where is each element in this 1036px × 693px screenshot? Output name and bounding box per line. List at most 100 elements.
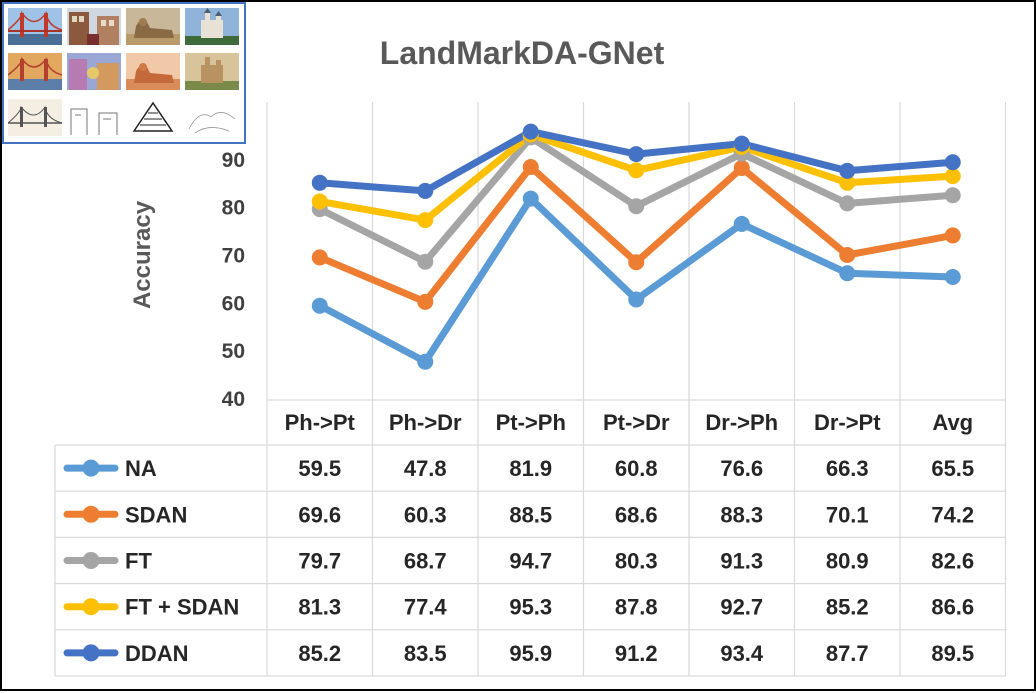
data-label: 85.2 (298, 641, 341, 666)
category-label-ph-pt: Ph->Pt (285, 410, 356, 435)
data-label: 66.3 (826, 456, 869, 481)
data-point-sdan (628, 254, 645, 271)
y-tick-label: 70 (222, 245, 245, 268)
data-point-sdan (733, 159, 750, 176)
data-label: 74.2 (931, 502, 974, 527)
data-point-ft (944, 187, 961, 204)
data-label: 95.9 (509, 641, 552, 666)
painting-castle-image (185, 53, 239, 90)
data-point-sdan (311, 249, 328, 266)
data-label: 60.3 (404, 502, 447, 527)
data-label: 88.5 (509, 502, 552, 527)
drawing-bridge-image (8, 99, 62, 136)
legend-key-marker-ddan (82, 644, 100, 662)
drawing-sphinx-image (126, 99, 180, 136)
y-tick-label: 90 (222, 149, 245, 172)
category-label-dr-ph: Dr->Ph (705, 410, 778, 435)
series-line-na (316, 195, 957, 366)
data-label: 92.7 (720, 595, 763, 620)
data-label: 91.2 (615, 641, 658, 666)
data-label: 79.7 (298, 549, 341, 574)
data-point-na (417, 353, 434, 370)
data-label: 88.3 (720, 502, 763, 527)
data-label: 89.5 (931, 641, 974, 666)
data-label: 81.9 (509, 456, 552, 481)
legend-label-sdan: SDAN (125, 502, 187, 527)
data-label: 70.1 (826, 502, 869, 527)
data-point-na (839, 265, 856, 282)
data-point-ft-sdan (417, 212, 434, 229)
data-point-sdan (522, 159, 539, 176)
data-label: 87.8 (615, 595, 658, 620)
photo-castle-image (185, 8, 239, 45)
data-point-ddan (311, 174, 328, 191)
data-point-ft-sdan (628, 162, 645, 179)
category-label-pt-ph: Pt->Ph (496, 410, 566, 435)
data-point-ddan (839, 162, 856, 179)
landmark-image-grid (2, 2, 246, 144)
y-axis-label: Accuracy (129, 200, 156, 309)
painting-sphinx-image (126, 53, 180, 90)
y-tick-label: 40 (222, 388, 245, 411)
data-label: 80.9 (826, 549, 869, 574)
y-axis-ticks: 405060708090100 (210, 101, 245, 411)
data-label: 91.3 (720, 549, 763, 574)
data-point-ft (417, 253, 434, 270)
data-point-na (733, 215, 750, 232)
data-label: 68.7 (404, 549, 447, 574)
data-label: 65.5 (931, 456, 974, 481)
data-label: 81.3 (298, 595, 341, 620)
data-label: 69.6 (298, 502, 341, 527)
data-label: 85.2 (826, 595, 869, 620)
data-point-ft-sdan (311, 193, 328, 210)
data-table: Ph->Pt Ph->Dr Pt->Ph Pt->Dr Dr->Ph Dr->Pt Avg N… (54, 399, 1006, 677)
data-point-na (628, 291, 645, 308)
category-label-avg: Avg (932, 410, 973, 435)
plot-grid (266, 102, 1007, 676)
data-label: 80.3 (615, 549, 658, 574)
data-point-sdan (839, 247, 856, 264)
data-label: 76.6 (720, 456, 763, 481)
data-point-sdan (417, 293, 434, 310)
y-tick-label: 50 (222, 340, 245, 363)
legend-key-marker-ft-sdan (82, 598, 100, 616)
data-point-ft-sdan (944, 168, 961, 185)
data-point-ddan (944, 154, 961, 171)
data-label: 82.6 (931, 549, 974, 574)
data-point-ft (839, 195, 856, 212)
legend-label-na: NA (125, 456, 157, 481)
photo-bridge-image (8, 8, 62, 45)
data-point-ddan (417, 182, 434, 199)
data-point-ddan (733, 135, 750, 152)
data-label: 77.4 (404, 595, 448, 620)
data-label: 94.7 (509, 549, 552, 574)
y-tick-label: 80 (222, 197, 245, 220)
category-label-dr-pt: Dr->Pt (814, 410, 881, 435)
legend-label-ddan: DDAN (125, 641, 189, 666)
data-label: 86.6 (931, 595, 974, 620)
data-point-ddan (628, 146, 645, 163)
data-point-ft (628, 198, 645, 215)
data-label: 93.4 (720, 641, 764, 666)
legend-label-ft: FT (125, 549, 152, 574)
painting-street-image (67, 53, 121, 90)
data-point-na (944, 269, 961, 286)
legend-key-marker-na (82, 459, 100, 477)
data-point-ft-sdan (839, 174, 856, 191)
drawing-street-image (67, 99, 121, 136)
data-point-sdan (944, 227, 961, 244)
category-label-ph-dr: Ph->Dr (389, 410, 462, 435)
data-label: 87.7 (826, 641, 869, 666)
photo-street-image (67, 8, 121, 45)
data-point-ddan (522, 123, 539, 140)
data-point-na (311, 297, 328, 314)
data-label: 95.3 (509, 595, 552, 620)
drawing-castle-image (185, 99, 239, 136)
legend-key-marker-sdan (82, 505, 100, 523)
y-tick-label: 60 (222, 292, 245, 315)
data-label: 68.6 (615, 502, 658, 527)
data-label: 83.5 (404, 641, 447, 666)
data-point-na (522, 190, 539, 207)
